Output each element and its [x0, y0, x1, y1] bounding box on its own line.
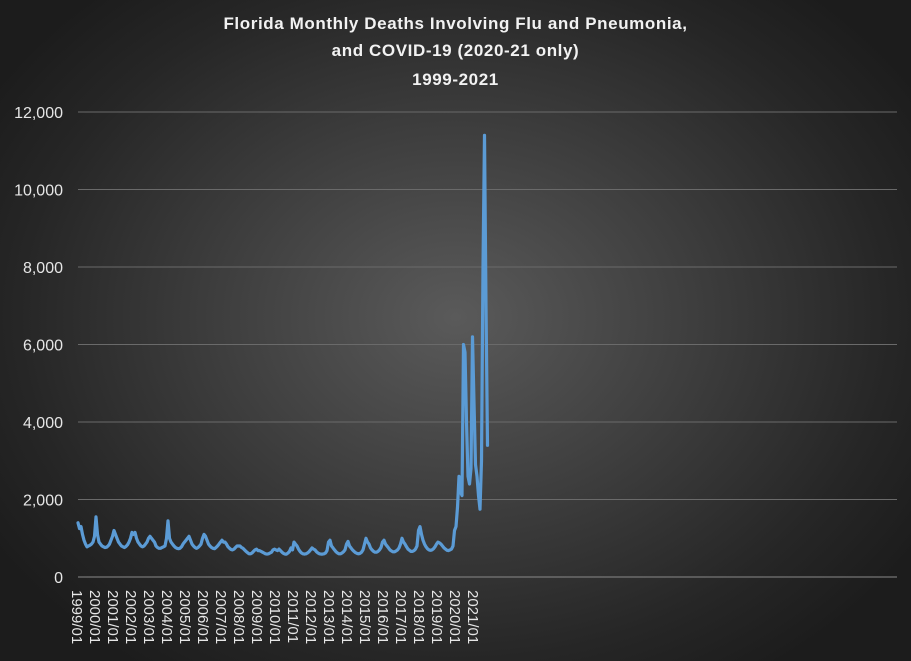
x-tick-label: 2001/01 [104, 590, 121, 644]
x-tick-label: 2017/01 [392, 590, 409, 644]
chart-title-line-3: 1999-2021 [412, 70, 499, 89]
x-tick-label: 2014/01 [338, 590, 355, 644]
x-tick-label: 2019/01 [428, 590, 445, 644]
x-tick-label: 2004/01 [158, 590, 175, 644]
chart-title-line-1: Florida Monthly Deaths Involving Flu and… [223, 14, 688, 33]
y-tick-label: 10,000 [14, 183, 63, 200]
series [76, 133, 490, 556]
x-tick-label: 2013/01 [320, 590, 337, 644]
x-tick-label: 2016/01 [374, 590, 391, 644]
x-tick-label: 2000/01 [86, 590, 103, 644]
y-tick-label: 0 [54, 570, 63, 587]
x-tick-label: 2015/01 [356, 590, 373, 644]
x-tick-label: 2006/01 [194, 590, 211, 644]
series-line [76, 133, 490, 556]
x-tick-label: 2003/01 [140, 590, 157, 644]
x-tick-label: 2010/01 [266, 590, 283, 644]
y-tick-label: 6,000 [23, 338, 63, 355]
x-tick-label: 2020/01 [446, 590, 463, 644]
x-tick-label: 2008/01 [230, 590, 247, 644]
y-tick-label: 12,000 [14, 105, 63, 122]
y-tick-label: 4,000 [23, 415, 63, 432]
x-tick-label: 2002/01 [122, 590, 139, 644]
axes: 0 2,000 4,000 6,000 8,000 10,000 12,000 1999/01… [14, 105, 897, 644]
x-tick-label: 2007/01 [212, 590, 229, 644]
chart-title-line-2: and COVID-19 (2020-21 only) [331, 41, 580, 60]
x-tick-label: 2011/01 [284, 590, 301, 643]
x-tick-label: 2021/01 [464, 590, 481, 644]
y-tick-label: 2,000 [23, 493, 63, 510]
y-tick-label: 8,000 [23, 260, 63, 277]
x-tick-label: 2009/01 [248, 590, 265, 644]
x-tick-label: 2005/01 [176, 590, 193, 644]
x-tick-label: 2018/01 [410, 590, 427, 644]
x-tick-label: 2012/01 [302, 590, 319, 644]
x-tick-label: 1999/01 [68, 590, 85, 644]
